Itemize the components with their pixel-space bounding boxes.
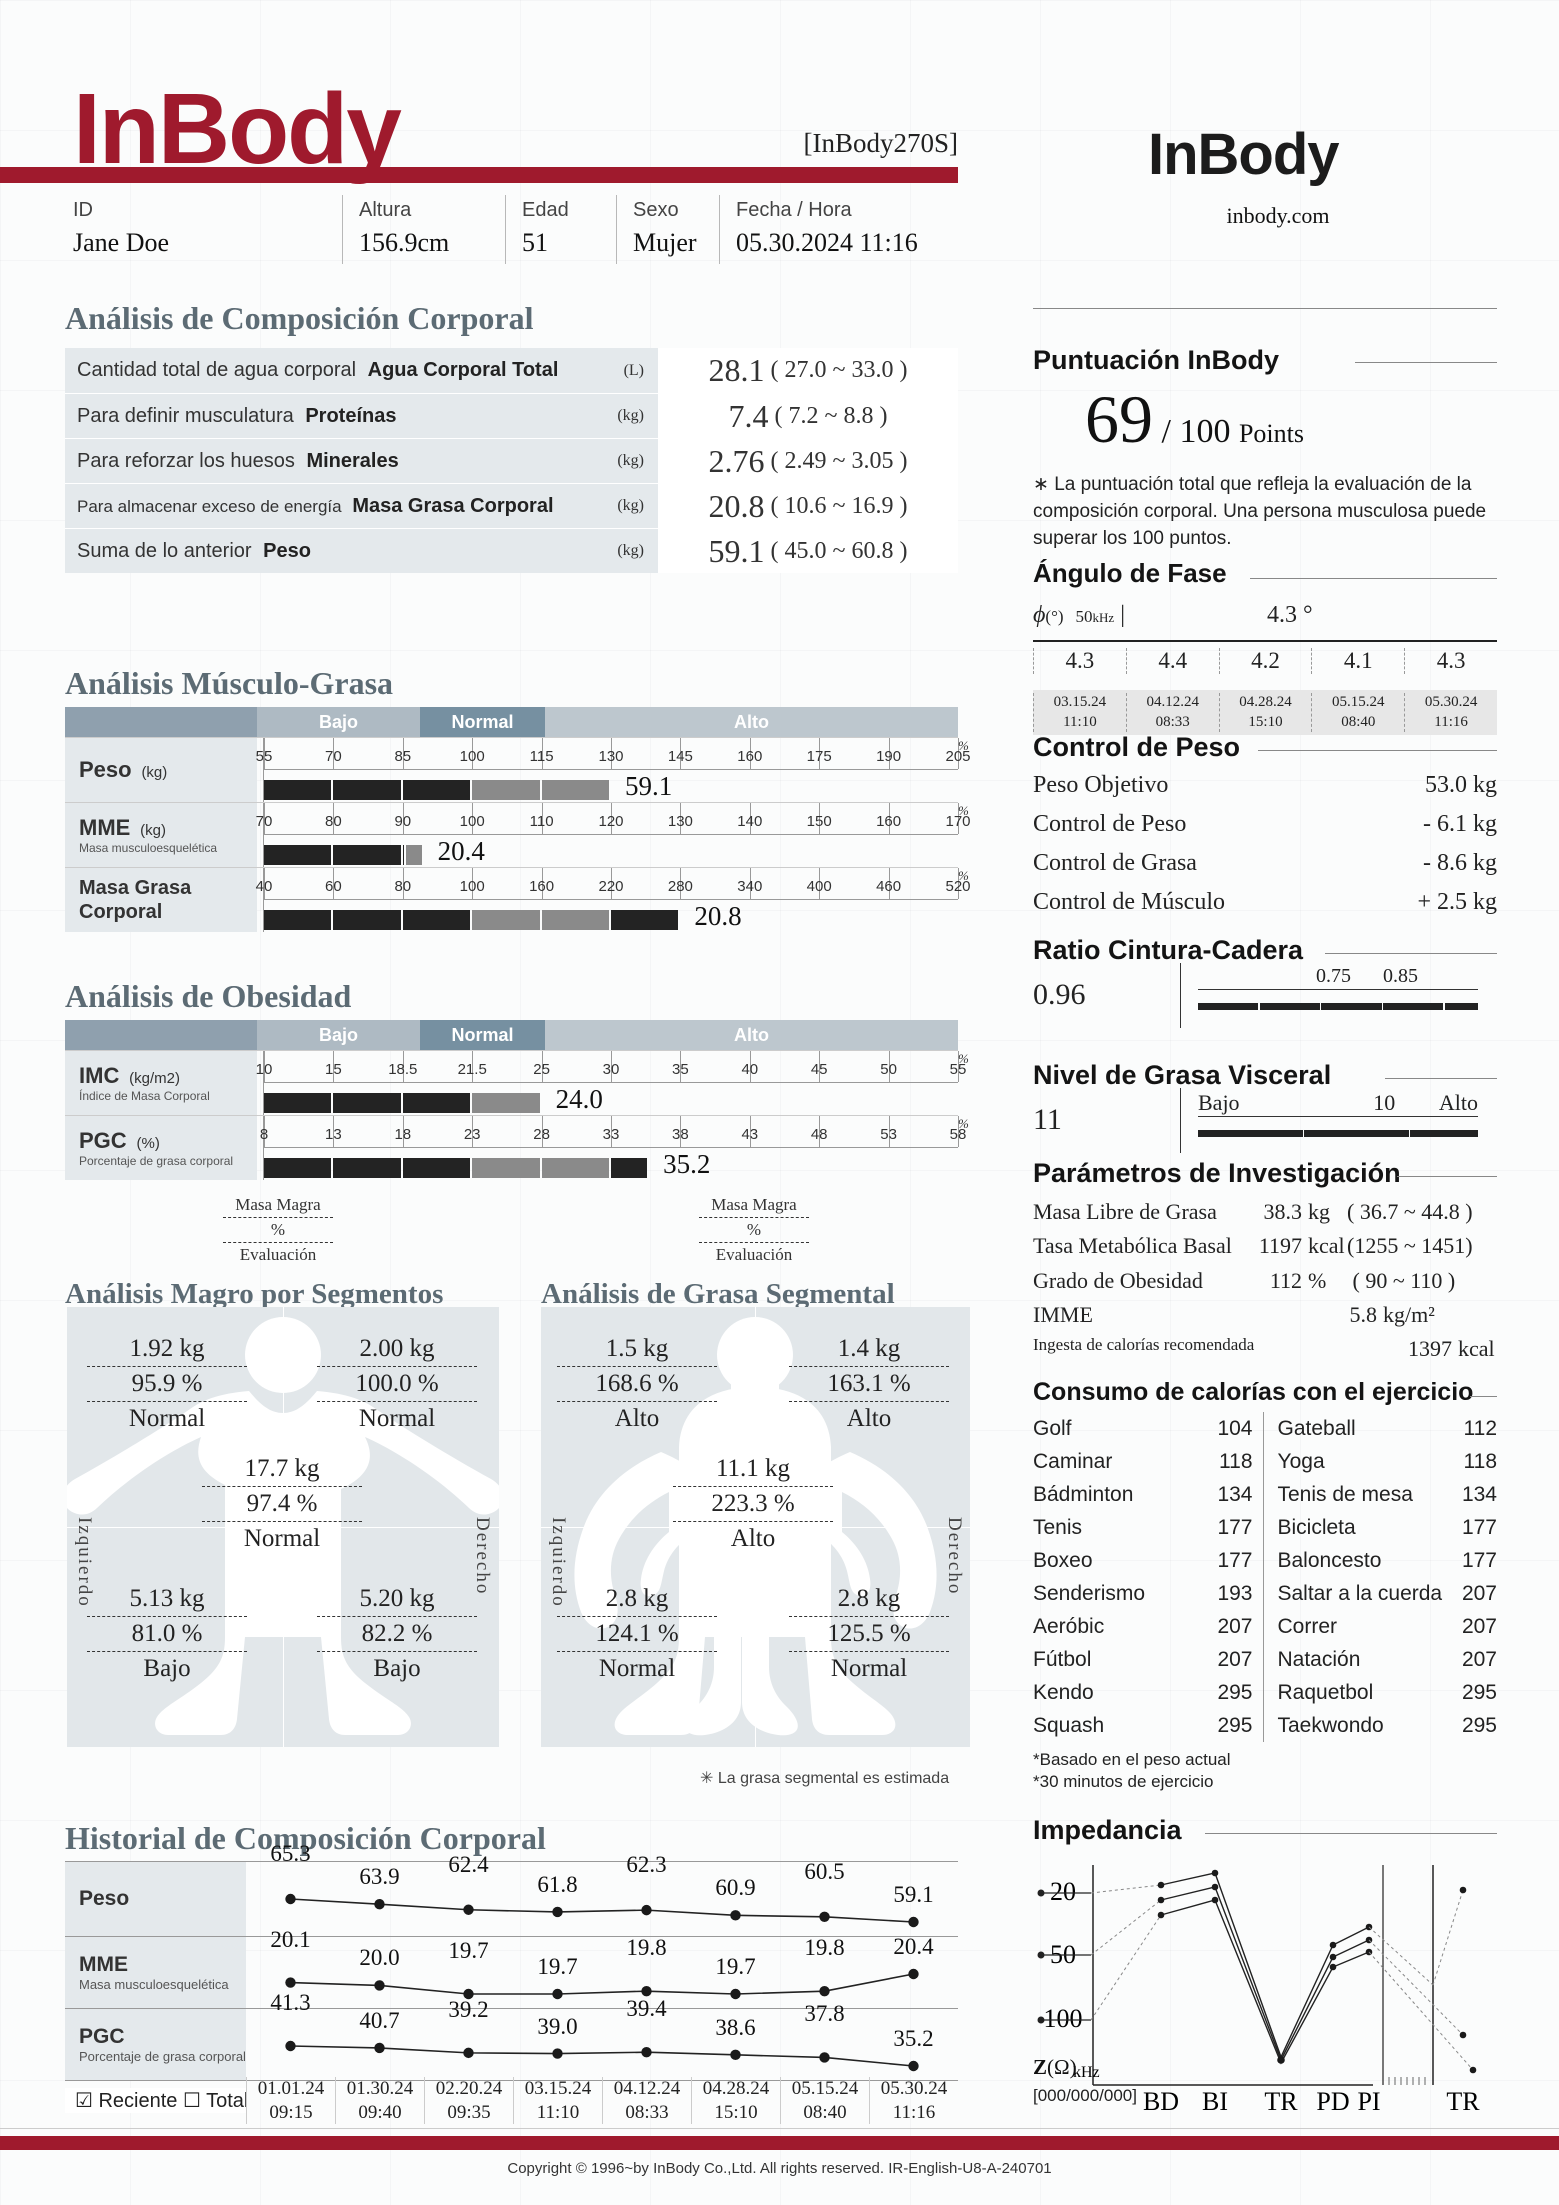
svg-text:BD: BD xyxy=(1143,2087,1179,2116)
svg-text:100: 100 xyxy=(1044,2004,1083,2033)
svg-text:PD: PD xyxy=(1316,2087,1349,2116)
svg-text:BI: BI xyxy=(1202,2087,1228,2116)
svg-text:20: 20 xyxy=(1050,1877,1076,1906)
svg-text:PI: PI xyxy=(1357,2087,1380,2116)
svg-text:TR: TR xyxy=(1264,2087,1298,2116)
svg-text:TR: TR xyxy=(1446,2087,1480,2116)
svg-text:InBody: InBody xyxy=(1148,122,1339,187)
